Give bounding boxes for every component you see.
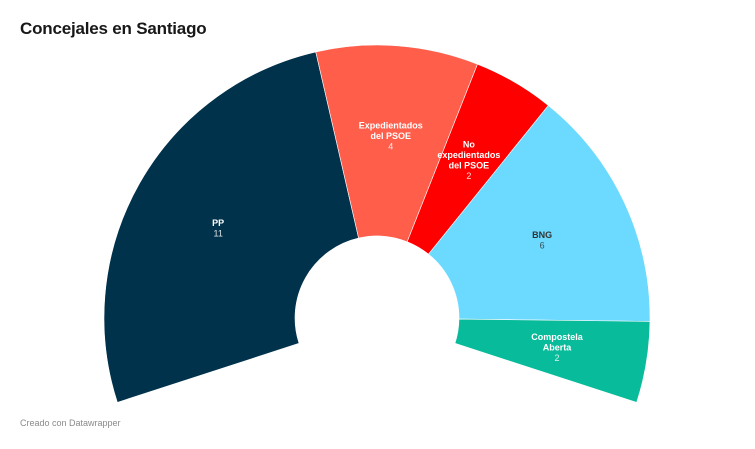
chart-labels: PP 11 Expedientados del PSOE 4 No expedientado… (212, 121, 584, 364)
slice-bng[interactable] (428, 105, 651, 322)
credit-text: Creado con Datawrapper (20, 418, 121, 428)
slice-label: Compostela Aberta 2 (531, 332, 584, 363)
slice-expedientados-del-psoe[interactable] (315, 44, 478, 243)
slice-label: Expedientados del PSOE 4 (359, 121, 423, 152)
slice-pp[interactable] (103, 51, 359, 403)
slice-compostela-aberta[interactable] (454, 318, 651, 403)
slice-label: BNG 6 (532, 230, 552, 251)
slice-label: PP 11 (212, 218, 224, 239)
chart-slices (103, 44, 651, 403)
chart-title: Concejales en Santiago (20, 19, 207, 38)
slice-label: No expedientados del PSOE 2 (437, 140, 500, 182)
